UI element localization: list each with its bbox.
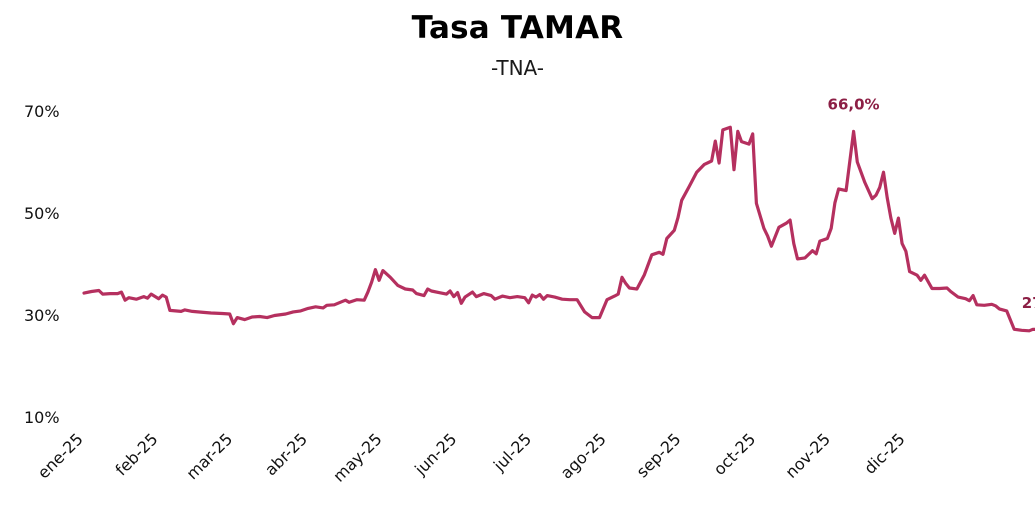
y-tick-label: 70% [24, 102, 60, 121]
x-tick-label: abr-25 [261, 429, 311, 479]
y-tick-label: 10% [24, 408, 60, 427]
x-tick-label: mar-25 [182, 429, 236, 483]
x-tick-label: nov-25 [782, 429, 834, 481]
x-tick-label: ago-25 [557, 429, 610, 482]
x-tick-label: sep-25 [633, 429, 685, 481]
x-tick-label: jun-25 [410, 429, 460, 479]
x-tick-label: ene-25 [34, 429, 87, 482]
x-tick-label: jul-25 [489, 429, 535, 475]
x-tick-label: dic-25 [860, 429, 908, 477]
x-tick-label: may-25 [329, 429, 385, 485]
y-tick-label: 50% [24, 204, 60, 223]
x-tick-label: feb-25 [112, 429, 162, 479]
data-label: 66,0% [828, 95, 880, 113]
x-tick-label: oct-25 [710, 429, 759, 478]
y-tick-label: 30% [24, 306, 60, 325]
series-line [82, 125, 1035, 333]
data-label: 27,1% [1022, 294, 1035, 312]
chart-title: Tasa TAMAR [411, 10, 624, 46]
chart-subtitle: -TNA- [490, 56, 545, 80]
